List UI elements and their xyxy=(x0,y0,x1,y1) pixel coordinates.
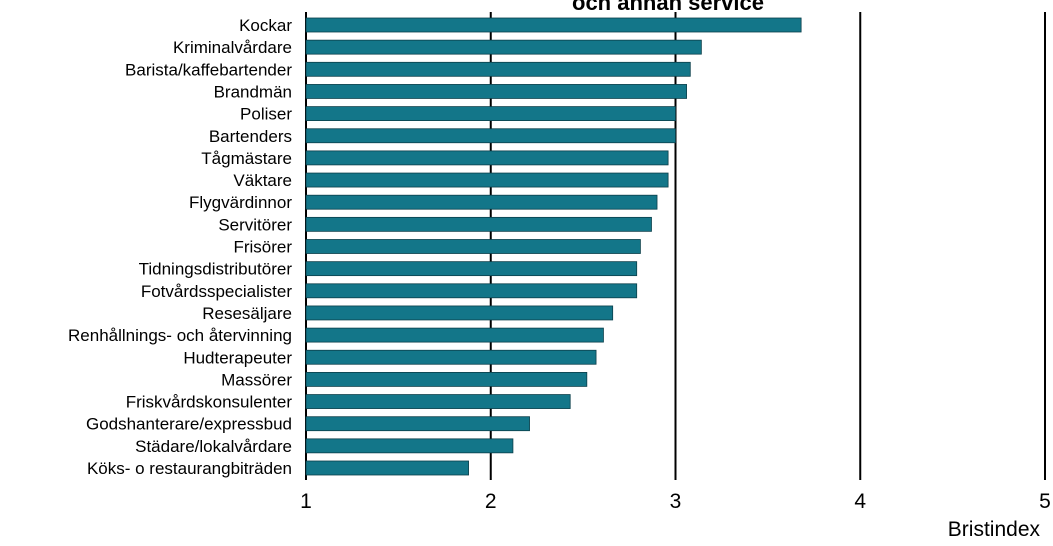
category-label: Bartenders xyxy=(209,127,292,146)
bar xyxy=(305,239,641,254)
category-label: Kockar xyxy=(239,16,292,35)
category-label: Väktare xyxy=(233,171,292,190)
bar xyxy=(305,150,669,166)
category-label: Flygvärdinnor xyxy=(189,193,292,212)
category-label: Resesäljare xyxy=(202,304,292,323)
category-label: Godshanterare/expressbud xyxy=(86,415,292,434)
category-labels: Kockar Kriminalvårdare Barista/kaffebarten… xyxy=(68,16,292,478)
bar xyxy=(305,39,702,55)
bar xyxy=(305,106,676,121)
bar xyxy=(305,84,687,99)
category-label: Fotvårdsspecialister xyxy=(141,282,293,301)
bar xyxy=(305,305,614,321)
bar xyxy=(305,438,514,454)
category-label: Tidningsdistributörer xyxy=(139,260,293,279)
bar xyxy=(305,194,658,210)
category-label: Massörer xyxy=(221,370,292,389)
category-label: Hudterapeuter xyxy=(183,348,292,367)
bar xyxy=(305,394,571,409)
bar xyxy=(305,371,588,387)
chart-title: och annan service xyxy=(572,0,764,15)
category-label: Barista/kaffebartender xyxy=(125,60,292,79)
bar xyxy=(305,261,638,277)
bar xyxy=(305,61,691,77)
x-tick-labels: 1 2 3 4 5 xyxy=(300,490,1051,513)
x-axis-title: Bristindex xyxy=(948,518,1041,541)
bar xyxy=(305,327,604,343)
bar xyxy=(305,349,597,365)
category-label: Kriminalvårdare xyxy=(173,38,292,57)
bar xyxy=(305,216,652,232)
bar xyxy=(305,17,802,33)
x-tick-label: 3 xyxy=(670,490,682,513)
x-tick-label: 1 xyxy=(300,490,312,513)
category-label: Tågmästare xyxy=(201,149,292,168)
x-tick-label: 5 xyxy=(1039,490,1051,513)
x-tick-label: 2 xyxy=(485,490,497,513)
category-label: Friskvårdskonsulenter xyxy=(126,393,293,412)
category-label: Renhållnings- och återvinning xyxy=(68,326,292,345)
bar xyxy=(305,128,676,144)
category-label: Frisörer xyxy=(233,238,292,257)
category-label: Servitörer xyxy=(218,215,292,234)
category-label: Poliser xyxy=(240,105,292,124)
category-label: Brandmän xyxy=(214,82,292,101)
bar xyxy=(305,460,469,476)
bars xyxy=(305,17,802,476)
bar xyxy=(305,172,669,188)
bar xyxy=(305,283,638,299)
category-label: Städare/lokalvårdare xyxy=(135,437,292,456)
bar xyxy=(305,416,530,432)
category-label: Köks- o restaurangbiträden xyxy=(87,459,292,478)
x-tick-label: 4 xyxy=(854,490,866,513)
